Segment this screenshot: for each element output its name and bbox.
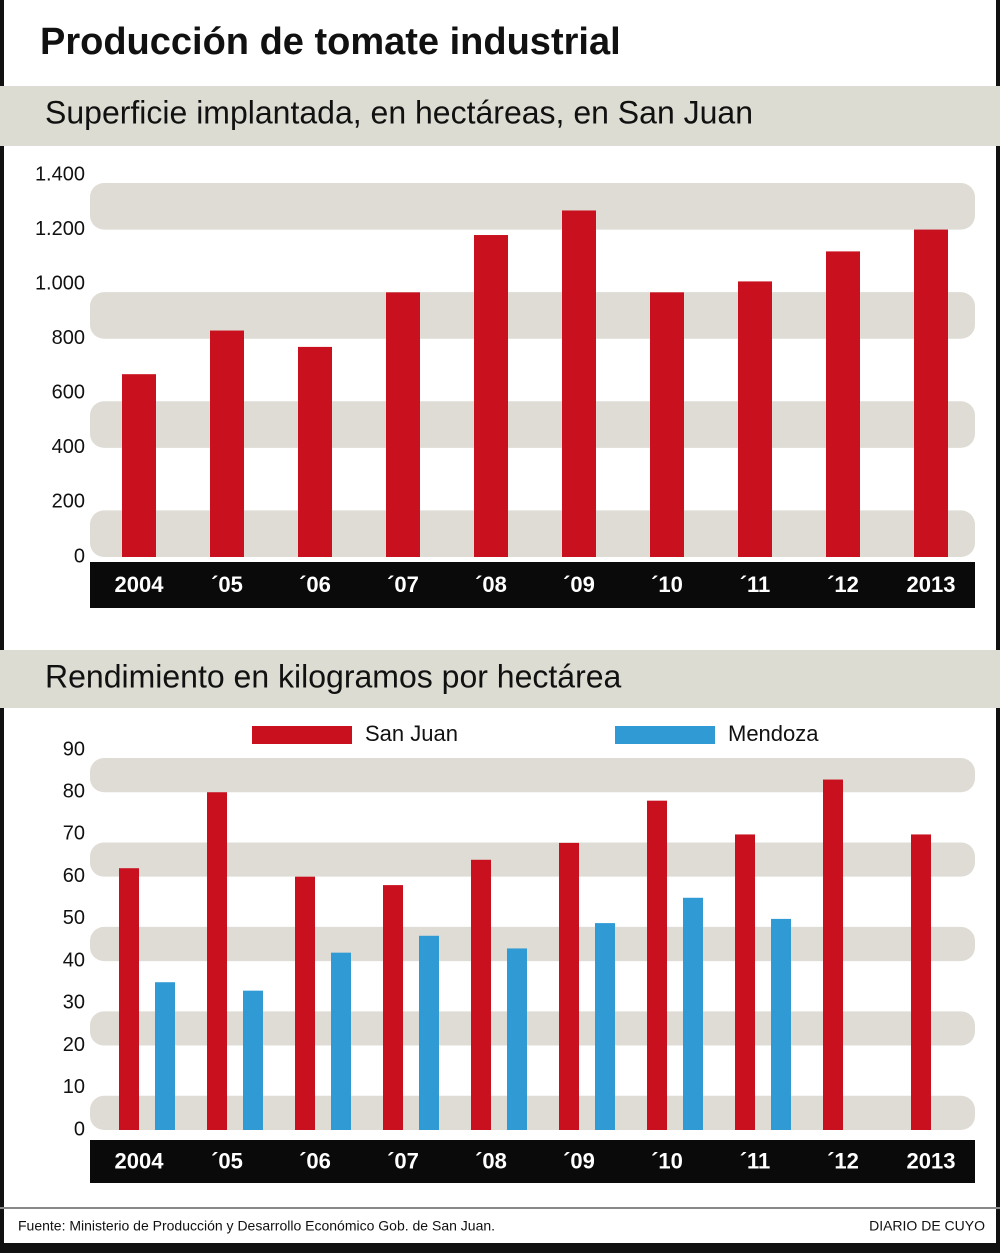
bar bbox=[210, 330, 244, 557]
y-tick-label: 200 bbox=[52, 491, 85, 513]
y-tick-label: 20 bbox=[63, 1034, 85, 1056]
x-tick-label: ´09 bbox=[563, 1148, 595, 1173]
category-strip bbox=[90, 1140, 975, 1183]
y-tick-label: 40 bbox=[63, 949, 85, 971]
bar bbox=[419, 935, 439, 1130]
bar bbox=[562, 210, 596, 557]
bar bbox=[647, 800, 667, 1130]
x-tick-label: ´10 bbox=[651, 1148, 683, 1173]
x-tick-label: ´05 bbox=[211, 572, 243, 597]
x-tick-label: 2004 bbox=[115, 1148, 165, 1173]
grid-band bbox=[90, 758, 975, 793]
bar bbox=[207, 792, 227, 1130]
y-tick-label: 10 bbox=[63, 1076, 85, 1098]
frame-right bbox=[996, 0, 1000, 1253]
bar bbox=[507, 948, 527, 1130]
bar bbox=[683, 897, 703, 1130]
bar bbox=[650, 292, 684, 557]
bar bbox=[771, 918, 791, 1130]
legend-label: Mendoza bbox=[728, 721, 819, 746]
x-tick-label: ´07 bbox=[387, 1148, 419, 1173]
y-tick-label: 60 bbox=[63, 865, 85, 887]
x-tick-label: ´06 bbox=[299, 572, 331, 597]
x-tick-label: ´12 bbox=[827, 1148, 859, 1173]
y-tick-label: 1.400 bbox=[35, 163, 85, 185]
x-tick-label: ´10 bbox=[651, 572, 683, 597]
chart-title: Rendimiento en kilogramos por hectárea bbox=[45, 658, 622, 694]
frame-left bbox=[0, 0, 4, 1253]
bar bbox=[735, 834, 755, 1130]
chart-title: Superficie implantada, en hectáreas, en … bbox=[45, 94, 753, 130]
legend-swatch bbox=[615, 726, 715, 744]
x-tick-label: 2013 bbox=[907, 1148, 956, 1173]
legend-swatch bbox=[252, 726, 352, 744]
x-tick-label: ´06 bbox=[299, 1148, 331, 1173]
bar bbox=[914, 229, 948, 558]
y-tick-label: 0 bbox=[74, 1118, 85, 1140]
grid-band bbox=[90, 183, 975, 230]
source: Fuente: Ministerio de Producción y Desar… bbox=[18, 1218, 495, 1234]
y-tick-label: 1.200 bbox=[35, 218, 85, 240]
bar bbox=[383, 885, 403, 1130]
y-tick-label: 800 bbox=[52, 327, 85, 349]
x-tick-label: ´07 bbox=[387, 572, 419, 597]
bar bbox=[911, 834, 931, 1130]
page-title: Producción de tomate industrial bbox=[40, 21, 621, 63]
x-tick-label: ´12 bbox=[827, 572, 859, 597]
bar bbox=[331, 952, 351, 1130]
bar bbox=[595, 923, 615, 1130]
x-tick-label: ´09 bbox=[563, 572, 595, 597]
subtitle-band bbox=[0, 650, 1000, 708]
x-tick-label: ´11 bbox=[740, 572, 771, 597]
bar bbox=[155, 982, 175, 1130]
x-tick-label: 2004 bbox=[115, 572, 165, 597]
y-tick-label: 400 bbox=[52, 436, 85, 458]
bar bbox=[471, 859, 491, 1130]
y-tick-label: 50 bbox=[63, 907, 85, 929]
y-tick-label: 70 bbox=[63, 823, 85, 845]
y-tick-label: 80 bbox=[63, 781, 85, 803]
bar bbox=[738, 281, 772, 557]
bar bbox=[298, 346, 332, 557]
bar bbox=[823, 779, 843, 1130]
bar bbox=[474, 235, 508, 557]
category-strip bbox=[90, 562, 975, 608]
x-tick-label: ´11 bbox=[740, 1148, 771, 1173]
x-tick-label: ´08 bbox=[475, 572, 507, 597]
y-tick-label: 90 bbox=[63, 738, 85, 760]
y-tick-label: 30 bbox=[63, 992, 85, 1014]
y-tick-label: 1.000 bbox=[35, 272, 85, 294]
x-tick-label: ´08 bbox=[475, 1148, 507, 1173]
legend-label: San Juan bbox=[365, 721, 458, 746]
frame-bottom bbox=[0, 1243, 1000, 1253]
x-tick-label: 2013 bbox=[907, 572, 956, 597]
bar bbox=[243, 990, 263, 1130]
bar bbox=[119, 868, 139, 1130]
bar bbox=[559, 842, 579, 1130]
brand: DIARIO DE CUYO bbox=[869, 1218, 985, 1234]
bar bbox=[826, 251, 860, 557]
bar bbox=[122, 374, 156, 557]
subtitle-band bbox=[0, 86, 1000, 146]
bar bbox=[386, 292, 420, 557]
y-tick-label: 0 bbox=[74, 545, 85, 567]
bar bbox=[295, 876, 315, 1130]
x-tick-label: ´05 bbox=[211, 1148, 243, 1173]
y-tick-label: 600 bbox=[52, 382, 85, 404]
